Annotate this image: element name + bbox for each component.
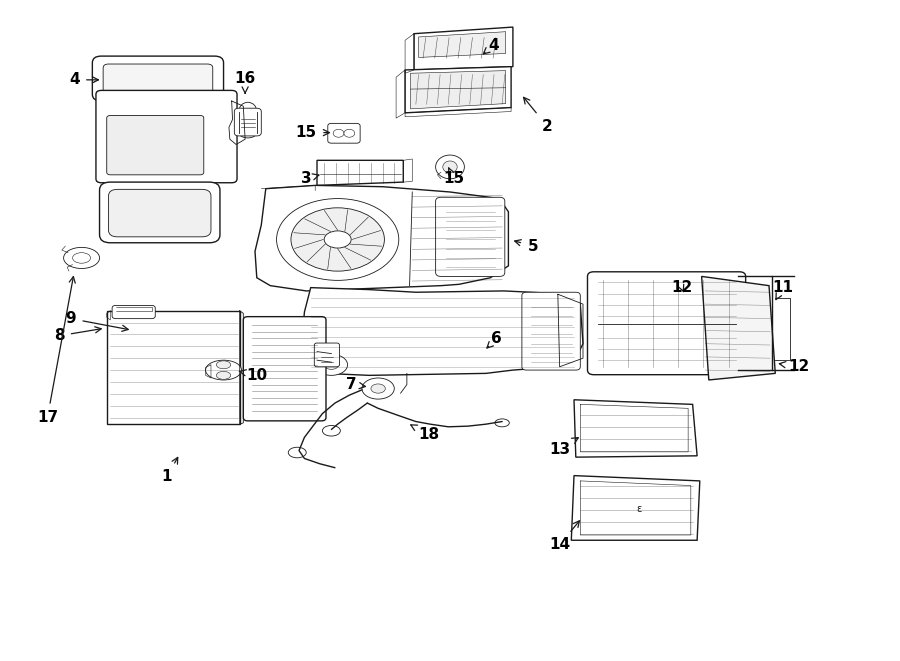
Ellipse shape <box>333 130 344 137</box>
Ellipse shape <box>238 102 256 121</box>
Text: 10: 10 <box>239 368 267 383</box>
Text: 17: 17 <box>37 276 76 425</box>
Polygon shape <box>410 71 506 109</box>
Text: ε: ε <box>636 504 642 514</box>
Text: 9: 9 <box>66 311 128 331</box>
Text: 4: 4 <box>483 38 499 54</box>
Ellipse shape <box>276 198 399 280</box>
Polygon shape <box>574 400 698 457</box>
Text: 4: 4 <box>69 72 98 87</box>
Ellipse shape <box>324 231 351 248</box>
Ellipse shape <box>73 253 91 263</box>
FancyBboxPatch shape <box>104 64 212 95</box>
Ellipse shape <box>362 378 394 399</box>
Polygon shape <box>317 161 403 185</box>
Ellipse shape <box>291 208 384 271</box>
FancyBboxPatch shape <box>109 189 211 237</box>
Ellipse shape <box>216 371 230 379</box>
Text: 15: 15 <box>443 168 464 186</box>
Text: 11: 11 <box>772 280 793 299</box>
Polygon shape <box>405 67 511 113</box>
Text: 12: 12 <box>671 280 692 295</box>
Ellipse shape <box>436 155 464 178</box>
Ellipse shape <box>288 447 306 458</box>
Ellipse shape <box>324 360 338 369</box>
Ellipse shape <box>216 361 230 369</box>
Text: 2: 2 <box>524 97 553 134</box>
Text: 16: 16 <box>235 71 256 93</box>
Ellipse shape <box>238 128 256 138</box>
FancyBboxPatch shape <box>436 197 505 276</box>
Text: 14: 14 <box>549 521 580 553</box>
Ellipse shape <box>371 384 385 393</box>
Ellipse shape <box>443 161 457 173</box>
Text: 12: 12 <box>779 360 809 374</box>
FancyBboxPatch shape <box>107 116 203 175</box>
FancyBboxPatch shape <box>234 108 261 136</box>
Text: 8: 8 <box>54 327 101 343</box>
Text: 18: 18 <box>410 425 439 442</box>
FancyBboxPatch shape <box>522 292 580 370</box>
FancyBboxPatch shape <box>100 182 220 243</box>
Polygon shape <box>702 276 775 380</box>
FancyBboxPatch shape <box>112 305 156 319</box>
Ellipse shape <box>64 247 100 268</box>
Polygon shape <box>418 32 506 58</box>
Ellipse shape <box>495 419 509 427</box>
Text: 6: 6 <box>487 331 502 348</box>
Text: 5: 5 <box>515 239 538 254</box>
Polygon shape <box>414 27 513 70</box>
Ellipse shape <box>344 130 355 137</box>
FancyBboxPatch shape <box>93 56 223 101</box>
FancyBboxPatch shape <box>328 124 360 143</box>
Polygon shape <box>302 288 583 375</box>
Text: 15: 15 <box>296 125 329 140</box>
Polygon shape <box>572 476 700 540</box>
Text: 1: 1 <box>162 457 177 485</box>
Text: 13: 13 <box>549 438 579 457</box>
Polygon shape <box>255 185 508 291</box>
FancyBboxPatch shape <box>314 343 339 367</box>
Ellipse shape <box>322 426 340 436</box>
Ellipse shape <box>315 354 347 375</box>
Ellipse shape <box>205 360 241 380</box>
Text: 3: 3 <box>301 171 319 186</box>
FancyBboxPatch shape <box>588 272 745 375</box>
FancyBboxPatch shape <box>96 91 237 182</box>
FancyBboxPatch shape <box>107 311 239 424</box>
FancyBboxPatch shape <box>243 317 326 421</box>
Text: 7: 7 <box>346 377 365 392</box>
